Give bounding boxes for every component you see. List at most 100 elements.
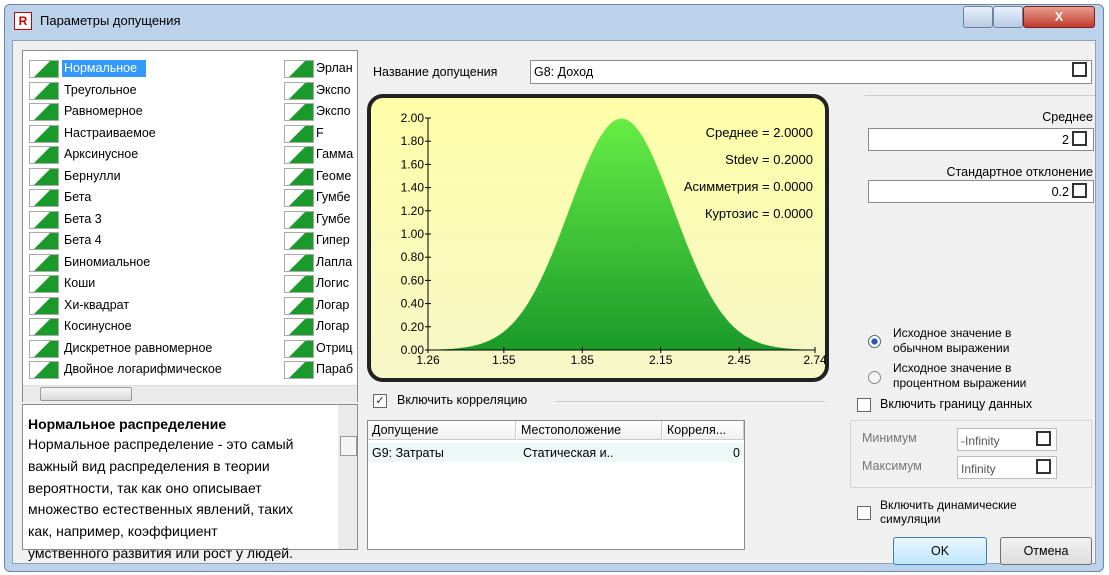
distribution-icon — [284, 103, 314, 121]
stat-label: Асимметрия = 0.0000 — [684, 179, 813, 194]
stat-label: Куртозис = 0.0000 — [705, 206, 813, 221]
distribution-icon — [284, 232, 314, 250]
distribution-icon — [284, 361, 314, 379]
stat-label: Stdev = 0.2000 — [725, 152, 813, 167]
radio-normal[interactable] — [868, 335, 881, 348]
close-button[interactable]: X — [1023, 6, 1095, 28]
picker-button[interactable] — [1072, 62, 1087, 77]
distribution-item[interactable]: Логис — [316, 276, 349, 290]
distribution-item[interactable]: Двойное логарифмическое — [64, 362, 222, 376]
distribution-item[interactable]: Гумбе — [316, 190, 351, 204]
distribution-icon — [284, 146, 314, 164]
preview-chart: 0.00 0.20 0.40 0.60 0.80 1.00 1.20 1.40 1.60 1.80… — [367, 94, 829, 382]
bounds-group — [850, 420, 1092, 488]
distribution-item[interactable]: Лапла — [316, 254, 353, 269]
name-label: Название допущения — [373, 65, 498, 79]
correlation-checkbox[interactable]: ✓ — [373, 394, 387, 408]
cancel-button[interactable]: Отмена — [1000, 537, 1092, 565]
distribution-item[interactable]: Логар — [316, 297, 350, 312]
picker-button[interactable] — [1072, 131, 1087, 146]
distribution-item[interactable]: Геоме — [316, 168, 352, 183]
mean-input[interactable] — [868, 128, 1094, 151]
x-tick-label: 2.74 — [803, 353, 827, 367]
picker-button[interactable] — [1036, 459, 1051, 474]
y-tick-label: 1.20 — [401, 204, 425, 218]
distribution-item[interactable]: Треугольное — [64, 82, 137, 97]
distribution-item[interactable]: Гамма — [316, 147, 354, 161]
distribution-item[interactable]: Бета — [64, 190, 92, 204]
separator — [555, 401, 825, 402]
mean-label: Среднее — [1042, 110, 1093, 124]
distribution-item[interactable]: Дискретное равномерное — [64, 340, 213, 355]
description-scrollbar — [338, 405, 357, 549]
distribution-item[interactable]: Логар — [316, 319, 350, 333]
bounds-checkbox[interactable] — [857, 398, 871, 412]
separator — [865, 95, 1095, 96]
table-row — [368, 443, 744, 462]
distribution-item[interactable]: Отриц — [316, 340, 353, 355]
description-line: вероятности, так как оно описывает — [28, 479, 262, 496]
ok-button[interactable]: OK — [893, 537, 987, 565]
radio-percent[interactable] — [868, 371, 881, 384]
stdev-input[interactable] — [868, 180, 1094, 203]
distribution-item[interactable]: Коши — [64, 276, 96, 290]
distribution-icon — [29, 339, 59, 358]
distribution-item[interactable]: Хи-квадрат — [64, 297, 130, 312]
description-line: важный вид распределения в теории — [28, 457, 270, 474]
table-header: Допущение — [368, 421, 516, 440]
y-tick-label: 0.80 — [401, 250, 425, 264]
name-input[interactable] — [530, 60, 1092, 84]
distribution-icon — [29, 103, 59, 121]
minimize-button[interactable] — [963, 6, 993, 28]
distribution-icon — [284, 318, 314, 336]
distribution-item[interactable]: Гипер — [316, 233, 350, 247]
distribution-item[interactable]: F — [316, 125, 324, 140]
max-value: Infinity — [961, 462, 996, 476]
table-header: Местоположение — [517, 421, 662, 440]
distribution-icon — [29, 146, 59, 164]
stdev-value: 0.2 — [1051, 185, 1069, 199]
distribution-item[interactable]: Параб — [316, 362, 353, 376]
dynamic-checkbox[interactable] — [857, 506, 871, 520]
correlation-label: Включить корреляцию — [397, 393, 528, 407]
distribution-item[interactable]: Бета 3 — [64, 211, 102, 226]
min-value: -Infinity — [961, 434, 1000, 448]
table-header: Корреля... — [663, 421, 744, 440]
distribution-item[interactable]: Арксинусное — [64, 147, 139, 161]
description-line: множество естественных явлений, таких — [28, 501, 294, 518]
picker-button[interactable] — [1036, 431, 1051, 446]
distribution-icon — [29, 296, 59, 315]
y-tick-label: 1.00 — [401, 227, 425, 241]
distribution-icon — [284, 275, 314, 293]
window-title: Параметры допущения — [40, 13, 181, 28]
maximize-button[interactable] — [993, 6, 1023, 28]
distribution-item[interactable]: Бета 4 — [64, 233, 102, 247]
distribution-icon — [29, 232, 59, 250]
picker-button[interactable] — [1072, 183, 1087, 198]
distribution-item[interactable]: Равномерное — [64, 104, 143, 118]
min-label: Минимум — [862, 431, 917, 445]
distribution-item[interactable]: Бернулли — [64, 168, 121, 183]
distribution-area — [428, 118, 815, 350]
description-line: Нормальное распределение - это самый — [28, 436, 294, 452]
distribution-item[interactable]: Нормальное — [64, 61, 138, 75]
description-box — [22, 404, 358, 550]
scroll-thumb — [340, 436, 357, 456]
x-tick-label: 1.85 — [571, 353, 595, 367]
distribution-item[interactable]: Эрлан — [316, 61, 353, 75]
distribution-item[interactable]: Настраиваемое — [64, 125, 156, 140]
distribution-item[interactable]: Гумбе — [316, 211, 351, 226]
distribution-item[interactable]: Косинусное — [64, 319, 132, 333]
stdev-label: Стандартное отклонение — [946, 165, 1093, 179]
distribution-icon — [29, 189, 59, 207]
distribution-item[interactable]: Экспо — [316, 82, 351, 97]
distribution-icon — [284, 60, 314, 78]
description-title: Нормальное распределение — [28, 416, 227, 432]
radio-line: обычном выражении — [893, 341, 1010, 355]
y-tick-label: 0.60 — [401, 273, 425, 287]
distribution-icon — [284, 81, 314, 100]
distribution-icon — [284, 253, 314, 272]
distribution-item[interactable]: Экспо — [316, 104, 351, 118]
distribution-item[interactable]: Биномиальное — [64, 254, 151, 269]
distribution-icon — [29, 81, 59, 100]
